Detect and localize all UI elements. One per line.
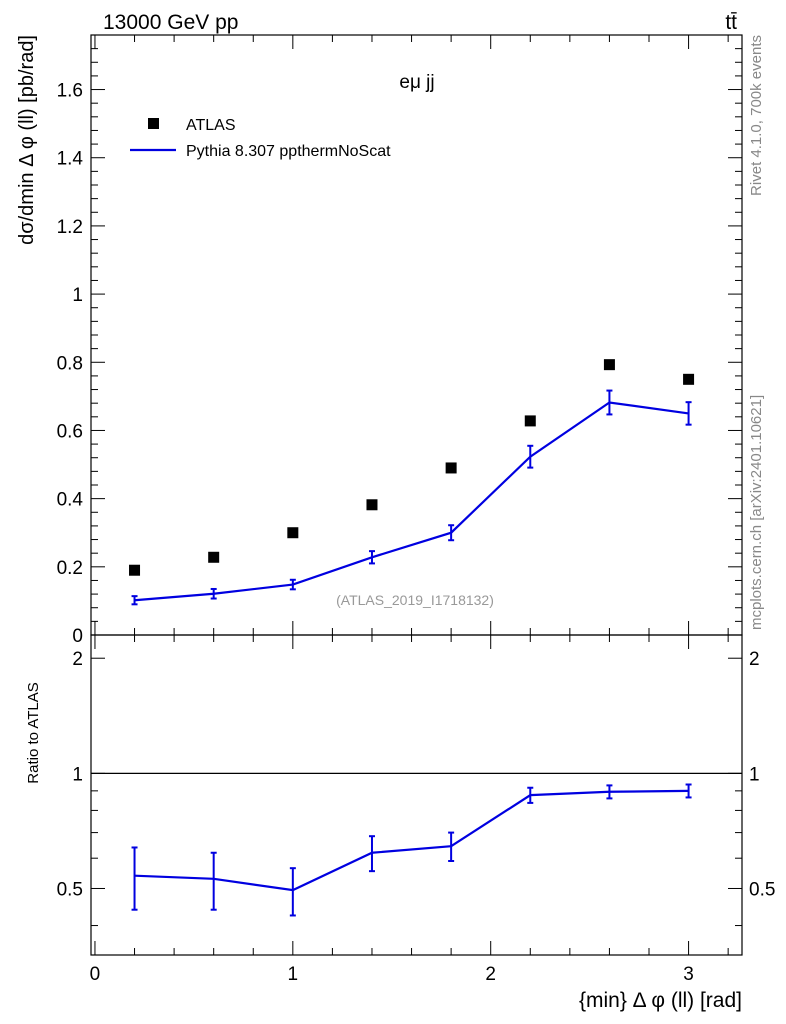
ratio-tick-label: 2 [72, 649, 83, 670]
y-tick-label: 1 [72, 285, 83, 306]
y-tick-label: 1.4 [57, 149, 84, 170]
ratio-tick-label-right: 0.5 [749, 879, 775, 900]
legend-atlas-label: ATLAS [186, 117, 236, 134]
ratio-line [134, 789, 689, 892]
x-tick-label: 2 [485, 964, 496, 985]
y-tick-label: 0.2 [57, 558, 83, 579]
ratio-tick-label: 1 [72, 764, 83, 785]
x-axis: 0 1 2 3 [90, 35, 729, 985]
y-tick-label: 1.6 [57, 81, 83, 102]
data-series-group [129, 359, 695, 576]
ratio-series-group [131, 783, 692, 917]
legend-atlas-marker [148, 118, 159, 129]
x-tick-label: 3 [683, 964, 694, 985]
x-tick-label: 1 [288, 964, 299, 985]
main-y-axis: 0 0.2 0.4 0.6 0.8 1 1.2 1.4 1.6 [57, 34, 742, 647]
mcplots-source-label: mcplots.cern.ch [arXiv:2401.10621] [748, 395, 765, 630]
y-tick-label: 1.2 [57, 217, 83, 238]
ratio-tick-label: 0.5 [57, 879, 83, 900]
y-axis-label: dσ/dmin Δ φ (ll) [pb/rad] [16, 35, 38, 245]
atlas-data-point [208, 551, 220, 563]
y-tick-label: 0.8 [57, 353, 83, 374]
header-process-label: tt̄ [725, 11, 737, 34]
atlas-data-point [129, 564, 141, 576]
atlas-data-point [445, 462, 457, 474]
chart-title: eμ jj [399, 72, 434, 93]
header-energy-label: 13000 GeV pp [103, 11, 238, 34]
atlas-data-point [603, 359, 615, 371]
rivet-version-label: Rivet 4.1.0, 700k events [748, 35, 765, 196]
atlas-data-point [524, 415, 536, 427]
y-tick-label: 0 [72, 626, 83, 647]
ratio-y-axis: 0.5 0.5 1 1 2 2 [57, 649, 775, 927]
legend-pythia-label: Pythia 8.307 ppthermNoScat [186, 143, 391, 160]
pythia-line [134, 401, 689, 602]
analysis-label: (ATLAS_2019_I1718132) [336, 592, 494, 608]
x-tick-label: 0 [90, 964, 101, 985]
ratio-y-axis-label: Ratio to ATLAS [25, 682, 42, 783]
mc-series-group [131, 389, 692, 606]
ratio-tick-label-right: 2 [749, 649, 760, 670]
atlas-data-point [366, 499, 378, 511]
atlas-data-point [683, 373, 695, 385]
ratio-panel-frame [90, 634, 743, 956]
x-axis-label: {min} Δ φ (ll) [rad] [579, 989, 742, 1012]
ratio-tick-label-right: 1 [749, 764, 760, 785]
y-tick-label: 0.6 [57, 421, 83, 442]
atlas-data-point [287, 527, 299, 539]
y-tick-label: 0.4 [57, 490, 84, 511]
